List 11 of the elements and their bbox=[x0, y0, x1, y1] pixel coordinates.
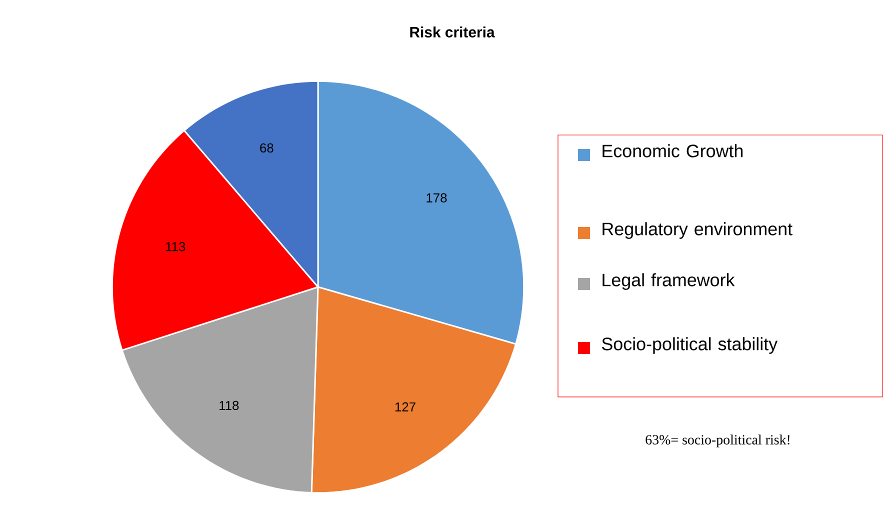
text: 63%= socio-political risk! bbox=[646, 434, 790, 448]
legend-label: Economic Growth bbox=[602, 144, 743, 158]
data-label: 68 bbox=[260, 143, 274, 153]
chart-title: Risk criteria bbox=[410, 26, 495, 38]
legend-label: Regulatory environment bbox=[602, 222, 792, 239]
data-label: 113 bbox=[166, 242, 186, 252]
legend-label: Socio-political stability bbox=[602, 337, 778, 354]
data-label: 118 bbox=[220, 400, 239, 410]
legend-label: Legal framework bbox=[602, 273, 735, 290]
data-label: 178 bbox=[426, 193, 447, 202]
data-label: 127 bbox=[395, 402, 416, 412]
